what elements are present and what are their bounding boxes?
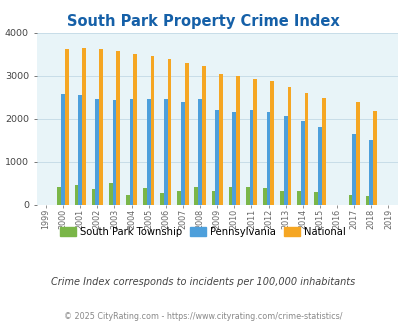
Bar: [317, 126, 321, 205]
Bar: [126, 195, 129, 205]
Bar: [99, 49, 103, 205]
Text: © 2025 CityRating.com - https://www.cityrating.com/crime-statistics/: © 2025 CityRating.com - https://www.city…: [64, 312, 341, 321]
Bar: [245, 187, 249, 205]
Bar: [365, 196, 369, 205]
Bar: [287, 87, 291, 205]
Bar: [92, 189, 95, 205]
Bar: [61, 94, 65, 205]
Bar: [321, 98, 325, 205]
Bar: [219, 74, 222, 205]
Bar: [177, 191, 181, 205]
Bar: [109, 183, 112, 205]
Bar: [116, 50, 120, 205]
Bar: [57, 186, 61, 205]
Bar: [82, 48, 85, 205]
Text: Crime Index corresponds to incidents per 100,000 inhabitants: Crime Index corresponds to incidents per…: [51, 277, 354, 287]
Bar: [355, 103, 359, 205]
Bar: [300, 120, 304, 205]
Bar: [232, 112, 236, 205]
Bar: [129, 100, 133, 205]
Bar: [164, 99, 167, 205]
Bar: [211, 191, 215, 205]
Bar: [236, 76, 239, 205]
Text: South Park Property Crime Index: South Park Property Crime Index: [66, 14, 339, 29]
Bar: [228, 187, 232, 205]
Legend: South Park Township, Pennsylvania, National: South Park Township, Pennsylvania, Natio…: [56, 223, 349, 241]
Bar: [198, 99, 201, 205]
Bar: [184, 63, 188, 205]
Bar: [215, 110, 219, 205]
Bar: [65, 49, 68, 205]
Bar: [352, 134, 355, 205]
Bar: [78, 95, 82, 205]
Bar: [249, 110, 253, 205]
Bar: [304, 93, 308, 205]
Bar: [369, 140, 372, 205]
Bar: [150, 56, 154, 205]
Bar: [296, 191, 300, 205]
Bar: [313, 192, 317, 205]
Bar: [270, 82, 273, 205]
Bar: [262, 188, 266, 205]
Bar: [194, 187, 198, 205]
Bar: [167, 59, 171, 205]
Bar: [348, 195, 352, 205]
Bar: [95, 99, 99, 205]
Bar: [133, 53, 137, 205]
Bar: [112, 100, 116, 205]
Bar: [201, 66, 205, 205]
Bar: [160, 193, 164, 205]
Bar: [372, 111, 376, 205]
Bar: [279, 191, 283, 205]
Bar: [181, 102, 184, 205]
Bar: [266, 112, 270, 205]
Bar: [143, 188, 147, 205]
Bar: [283, 116, 287, 205]
Bar: [253, 79, 256, 205]
Bar: [147, 100, 150, 205]
Bar: [75, 185, 78, 205]
